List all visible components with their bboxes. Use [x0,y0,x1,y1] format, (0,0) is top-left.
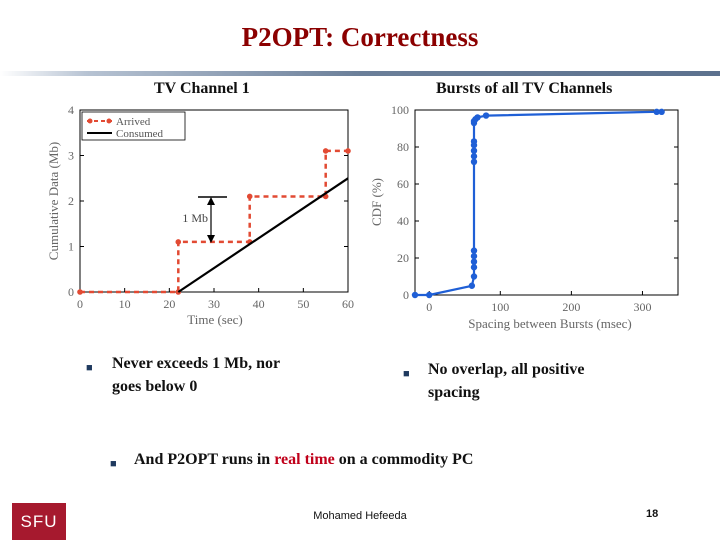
one-mb-annotation: 1 Mb [182,196,227,243]
title-divider [0,71,720,76]
series-line-arrived [80,149,348,294]
x-axis-label: Spacing between Bursts (msec) [468,316,632,331]
x-tick-label: 20 [163,297,175,311]
data-point [482,112,490,119]
x-tick-label: 60 [342,297,354,311]
y-tick-label: 80 [397,140,409,154]
x-tick-label: 100 [491,300,509,314]
data-point [426,291,433,299]
data-point [470,138,478,145]
bullet-square-icon: ■ [403,368,410,380]
sfu-logo: SFU [12,503,66,540]
chart-tv-channel-1: 0 10 20 30 40 50 60 0 1 2 3 4 1 Mb Arrived Consumed… [46,103,354,327]
data-point [470,247,478,254]
data-point [470,258,478,265]
x-tick-label: 300 [633,300,651,314]
data-point [322,148,329,154]
y-tick-label: 20 [397,251,409,265]
bullet-left: ■ Never exceeds 1 Mb, nor goes below 0 [86,352,281,398]
page-number: 18 [646,508,659,520]
y-tick-label: 60 [397,177,409,191]
plot-area [414,109,679,296]
y-tick-label: 0 [403,288,409,302]
y-axis-label: CDF (%) [369,178,384,226]
y-axis-label: Cumulative Data (Mb) [46,142,61,260]
data-point [175,239,182,245]
chart-burst-spacing-cdf: 0 100 200 300 0 20 40 60 80 100 Spacing between B… [369,103,679,331]
data-point [470,147,478,154]
slide-title: P2OPT: Correctness [241,22,479,52]
x-tick-label: 0 [426,300,432,314]
x-axis-label: Time (sec) [187,312,243,327]
y-tick-label: 4 [68,103,74,117]
data-point [411,291,419,299]
data-point [470,252,478,260]
bullet-left-line-1: Never exceeds 1 Mb, nor [112,355,281,372]
data-point [470,153,478,160]
data-point [246,193,253,200]
x-tick-label: 40 [253,297,265,311]
annotation-label: 1 Mb [182,211,208,225]
x-tick-label: 30 [208,297,220,311]
x-tick-label: 50 [297,297,309,311]
footer-author: Mohamed Hefeeda [313,510,407,522]
data-point [470,264,478,271]
bullet-square-icon: ■ [110,458,117,470]
bullet-right-line-2: spacing [428,384,480,401]
x-tick-label: 10 [119,297,131,311]
bullet-square-icon: ■ [86,362,93,374]
series-line-consumed [177,177,349,293]
y-tick-label: 100 [391,103,409,117]
data-point [470,158,478,165]
bullet-left-line-2: goes below 0 [112,378,198,395]
chart-2-title: Bursts of all TV Channels [436,80,613,97]
data-point [468,282,476,289]
data-point [77,289,83,295]
legend: Arrived Consumed [81,111,186,141]
bullet-bottom-highlight: real time [274,451,335,468]
y-tick-label: 1 [68,240,74,254]
data-point [470,273,478,280]
data-point [345,148,351,154]
bullet-bottom: ■ And P2OPT runs in real time on a commo… [110,448,473,471]
y-tick-label: 40 [397,214,409,228]
y-tick-label: 2 [68,194,74,208]
legend-consumed: Consumed [116,128,164,140]
bullet-right-line-1: No overlap, all positive [428,361,585,378]
chart-1-title: TV Channel 1 [154,80,250,97]
y-tick-label: 0 [68,285,74,299]
legend-arrived: Arrived [116,116,151,128]
data-point [653,108,660,116]
x-tick-label: 200 [562,300,580,314]
data-point [658,108,665,116]
bullet-bottom-text: And P2OPT runs in [134,451,275,468]
bullet-bottom-text-end: on a commodity PC [334,451,474,468]
x-tick-label: 0 [77,297,83,311]
y-tick-label: 3 [68,149,74,163]
bullet-right: ■ No overlap, all positive spacing [403,358,584,404]
data-point [474,114,481,121]
